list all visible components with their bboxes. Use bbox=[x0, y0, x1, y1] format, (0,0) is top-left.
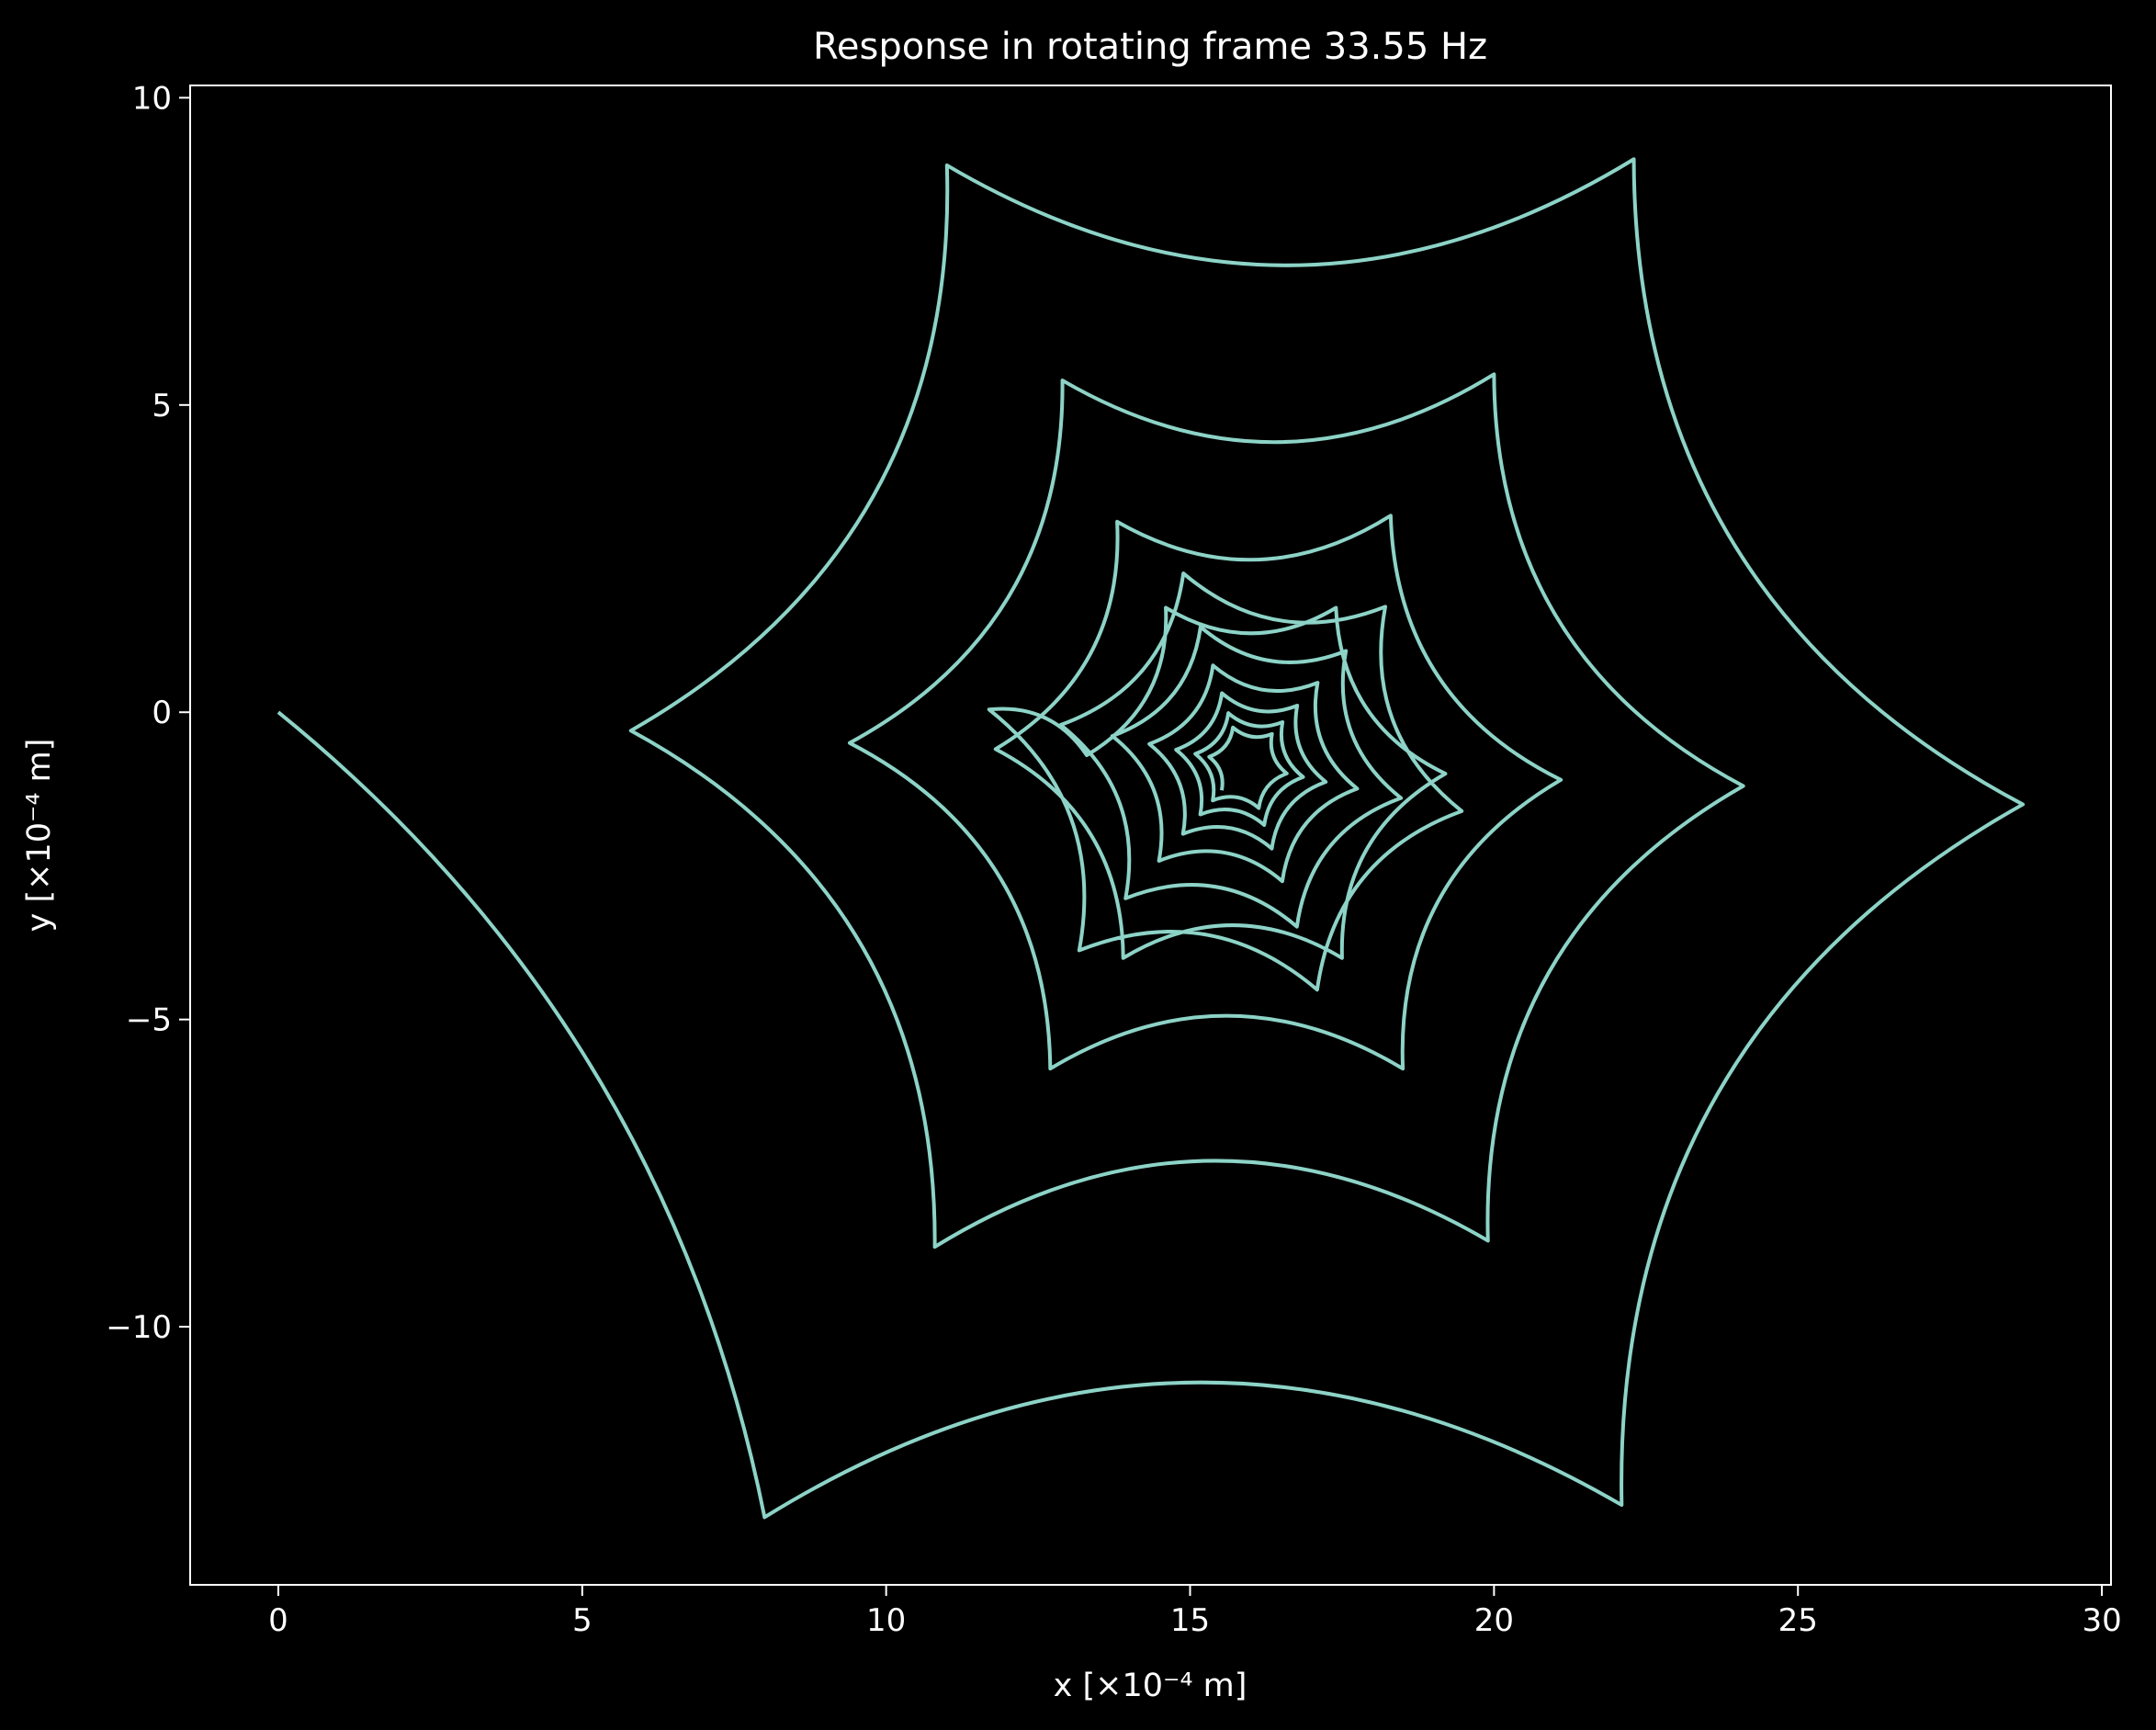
series-group bbox=[277, 157, 2026, 1520]
x-axis-label: x [×10⁻⁴ m] bbox=[1054, 1668, 1247, 1704]
x-tick-label: 0 bbox=[268, 1602, 288, 1639]
chart-title: Response in rotating frame 33.55 Hz bbox=[813, 26, 1487, 68]
x-tick-label: 5 bbox=[572, 1602, 593, 1639]
x-axis-ticks: 0 5 10 15 20 25 30 bbox=[268, 1585, 2122, 1639]
y-axis-label: y [×10⁻⁴ m] bbox=[21, 739, 58, 933]
y-axis-ticks: 10 5 0 −5 −10 bbox=[106, 80, 190, 1346]
x-tick-label: 30 bbox=[2082, 1602, 2121, 1639]
y-tick-label: 10 bbox=[132, 80, 172, 117]
y-tick-label: 5 bbox=[152, 388, 172, 424]
plot-area bbox=[189, 85, 2112, 1586]
x-tick-label: 25 bbox=[1778, 1602, 1818, 1639]
x-tick-label: 10 bbox=[866, 1602, 906, 1639]
series-line-0 bbox=[277, 157, 2026, 1520]
y-tick-label: 0 bbox=[152, 695, 172, 731]
y-tick-label: −10 bbox=[106, 1309, 172, 1346]
y-tick-label: −5 bbox=[126, 1002, 172, 1039]
x-tick-label: 20 bbox=[1474, 1602, 1514, 1639]
x-tick-label: 15 bbox=[1170, 1602, 1210, 1639]
